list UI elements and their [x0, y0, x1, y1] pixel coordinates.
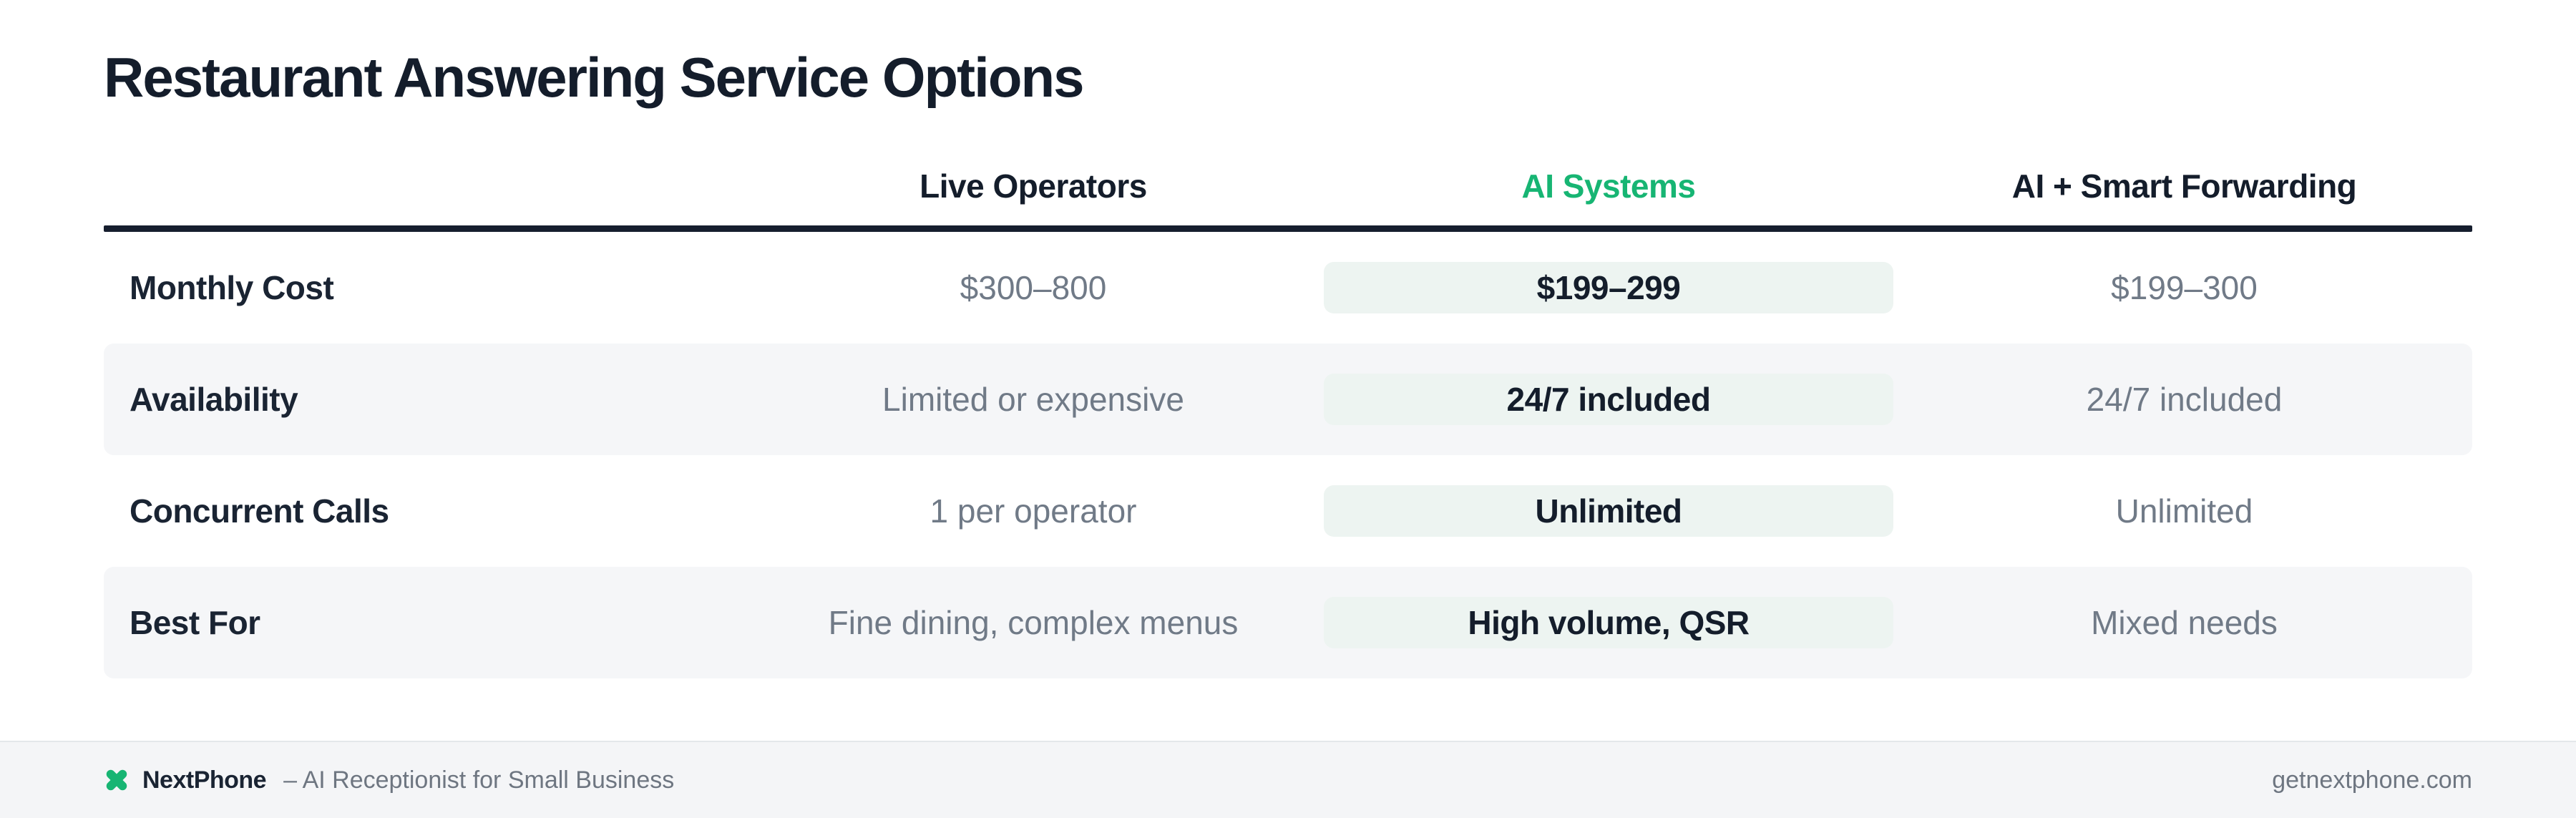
cell-ai-smart-forwarding: 24/7 included [2086, 381, 2283, 418]
highlight-cell: High volume, QSR [1324, 597, 1893, 648]
row-label: Availability [130, 381, 298, 418]
comparison-table: Live Operators AI Systems AI + Smart For… [104, 147, 2472, 678]
table-row-availability: Availability Limited or expensive 24/7 i… [104, 344, 2472, 455]
header-divider [104, 225, 2472, 232]
cell-live-operators: $300–800 [960, 269, 1107, 306]
website-url: getnextphone.com [2272, 766, 2472, 794]
cell-ai-systems: Unlimited [1321, 455, 1896, 567]
table-row-best-for: Best For Fine dining, complex menus High… [104, 567, 2472, 678]
column-header-ai-systems: AI Systems [1521, 167, 1696, 205]
cell-ai-systems: 24/7 included [1321, 344, 1896, 455]
brand-tagline: – AI Receptionist for Small Business [283, 766, 675, 794]
cell-live-operators: 1 per operator [930, 492, 1137, 530]
cell-ai-smart-forwarding: $199–300 [2111, 269, 2258, 306]
brand-name: NextPhone [142, 766, 267, 794]
cell-live-operators: Limited or expensive [882, 381, 1184, 418]
cell-ai-smart-forwarding: Unlimited [2115, 492, 2253, 530]
table-row-monthly-cost: Monthly Cost $300–800 $199–299 $199–300 [104, 232, 2472, 344]
highlight-cell: 24/7 included [1324, 374, 1893, 425]
footer: NextPhone – AI Receptionist for Small Bu… [0, 741, 2576, 818]
row-label: Best For [130, 604, 260, 641]
cell-ai-systems: $199–299 [1321, 232, 1896, 344]
table-header-row: Live Operators AI Systems AI + Smart For… [104, 147, 2472, 225]
cell-ai-smart-forwarding: Mixed needs [2091, 604, 2278, 641]
cell-ai-systems: High volume, QSR [1321, 567, 1896, 678]
highlight-cell: $199–299 [1324, 262, 1893, 313]
footer-brand-group: NextPhone – AI Receptionist for Small Bu… [104, 766, 674, 794]
row-label: Monthly Cost [130, 269, 334, 306]
row-label: Concurrent Calls [130, 492, 389, 530]
cell-live-operators: Fine dining, complex menus [828, 604, 1239, 641]
page-title: Restaurant Answering Service Options [104, 46, 1084, 109]
highlight-cell: Unlimited [1324, 485, 1893, 537]
column-header-live-operators: Live Operators [919, 167, 1147, 205]
table-row-concurrent-calls: Concurrent Calls 1 per operator Unlimite… [104, 455, 2472, 567]
column-header-ai-smart-forwarding: AI + Smart Forwarding [2011, 167, 2357, 205]
x-clover-icon [106, 769, 127, 791]
